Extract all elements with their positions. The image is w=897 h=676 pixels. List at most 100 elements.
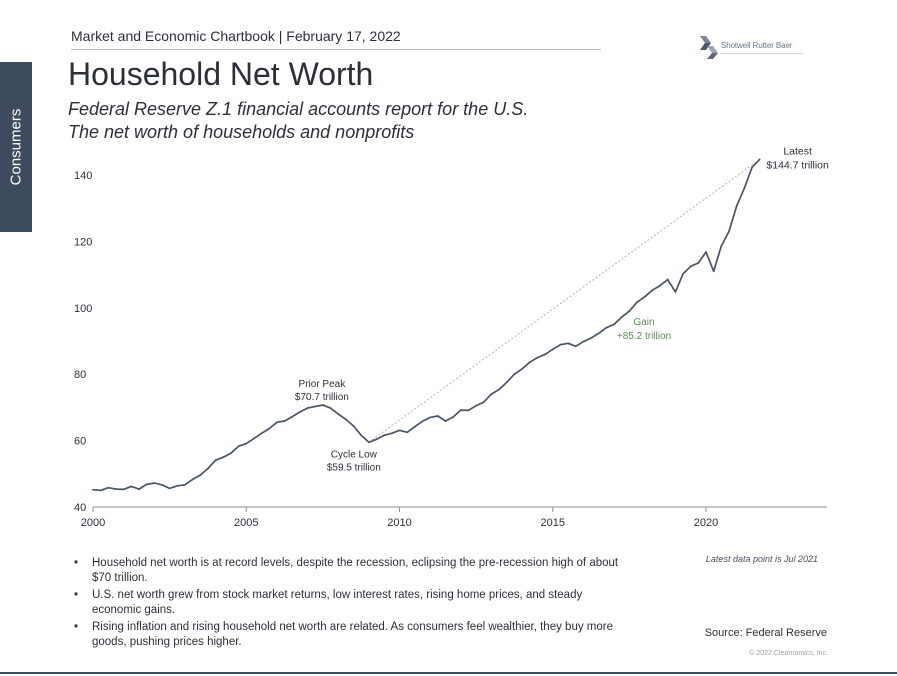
- bottom-divider: [0, 672, 897, 674]
- data-point: [505, 381, 508, 384]
- data-point: [689, 265, 692, 268]
- data-point: [222, 456, 225, 459]
- data-point: [306, 407, 309, 409]
- y-tick-label: 140: [74, 170, 92, 182]
- gain-value: +85.2 trillion: [617, 331, 671, 342]
- copyright-notice: © 2022 Clearnomics, Inc.: [749, 650, 828, 657]
- y-tick-label: 100: [74, 303, 92, 315]
- data-point: [191, 478, 194, 481]
- data-point: [628, 310, 631, 313]
- data-point: [436, 415, 439, 417]
- data-point: [620, 316, 623, 318]
- data-point: [666, 278, 669, 281]
- net-worth-data-points: [92, 158, 761, 492]
- data-point: [697, 262, 700, 264]
- prior-peak-label: Prior Peak: [299, 379, 347, 390]
- takeaway-item: U.S. net worth grew from stock market re…: [72, 588, 632, 618]
- data-point: [291, 415, 294, 418]
- source-credit: Source: Federal Reserve: [704, 627, 827, 639]
- data-point: [145, 483, 148, 486]
- data-point: [375, 438, 378, 441]
- data-point: [682, 273, 684, 275]
- data-point: [498, 388, 501, 391]
- data-point: [360, 434, 363, 437]
- section-side-tab: Consumers: [0, 62, 32, 232]
- data-point: [283, 420, 286, 422]
- data-point: [230, 452, 232, 455]
- logo-mark-icon: [700, 36, 718, 59]
- y-axis-tick-labels: 40 60 80 100 120 140: [74, 170, 92, 514]
- latest-value: $144.7 trillion: [766, 159, 829, 171]
- data-point: [475, 404, 478, 407]
- data-point: [214, 459, 217, 462]
- data-point: [743, 187, 746, 190]
- data-point: [383, 434, 386, 437]
- data-point: [705, 251, 707, 253]
- subtitle-line-1: Federal Reserve Z.1 financial accounts r…: [68, 99, 529, 119]
- data-point: [245, 442, 248, 445]
- data-point: [459, 409, 462, 411]
- data-point: [551, 348, 554, 351]
- key-takeaways-list: Household net worth is at record levels,…: [72, 556, 632, 652]
- takeaway-item: Rising inflation and rising household ne…: [72, 620, 632, 650]
- data-point: [490, 393, 493, 396]
- data-point: [199, 474, 202, 477]
- data-point: [574, 345, 577, 348]
- y-tick-label: 120: [74, 236, 92, 248]
- data-point: [597, 332, 600, 335]
- data-point: [590, 337, 592, 339]
- data-point: [567, 342, 569, 345]
- data-point: [184, 483, 186, 486]
- logo-text: Shotwell Rutter Baer: [721, 41, 793, 50]
- data-point: [643, 295, 646, 298]
- x-tick-label: 2005: [234, 517, 258, 529]
- data-point: [444, 420, 447, 422]
- gain-label: Gain: [633, 317, 654, 328]
- data-point: [107, 486, 110, 489]
- data-point: [329, 407, 332, 409]
- data-point: [253, 437, 255, 440]
- data-point: [659, 284, 661, 287]
- data-point: [138, 488, 140, 490]
- data-point: [207, 467, 209, 470]
- data-point: [452, 416, 455, 418]
- data-point: [674, 290, 677, 293]
- gain-trend-line: [368, 158, 760, 443]
- data-point: [406, 431, 409, 434]
- x-tick-label: 2000: [81, 517, 105, 529]
- page-title: Household Net Worth: [68, 56, 374, 92]
- data-point: [298, 411, 301, 413]
- x-tick-label: 2010: [387, 517, 411, 529]
- cycle-low-label: Cycle Low: [331, 449, 378, 460]
- data-point: [390, 432, 393, 435]
- chartbook-kicker: Market and Economic Chartbook | February…: [71, 28, 401, 44]
- y-tick-label: 80: [74, 369, 86, 381]
- data-point: [237, 445, 240, 448]
- data-point: [367, 441, 370, 444]
- net-worth-series-line: [92, 158, 761, 492]
- data-point: [168, 487, 171, 490]
- data-point: [130, 485, 133, 488]
- data-point: [413, 425, 416, 428]
- data-point: [720, 245, 723, 247]
- data-point: [582, 340, 585, 343]
- data-point: [613, 323, 615, 326]
- data-point: [352, 425, 355, 427]
- data-point: [429, 416, 432, 419]
- subtitle-line-2: The net worth of households and nonprofi…: [68, 122, 415, 142]
- company-logo: Shotwell Rutter Baer: [697, 34, 837, 62]
- y-tick-label: 40: [74, 502, 86, 514]
- x-axis-ticks: 2000 2005 2010 2015 2020: [81, 507, 718, 529]
- data-point: [344, 418, 347, 421]
- data-point: [728, 230, 730, 233]
- data-point: [161, 483, 163, 486]
- y-tick-label: 60: [74, 436, 86, 448]
- data-point: [482, 401, 485, 403]
- data-point: [122, 488, 125, 491]
- data-point: [321, 404, 324, 406]
- x-tick-label: 2020: [694, 517, 718, 529]
- data-point: [467, 409, 470, 412]
- latest-label: Latest: [783, 145, 812, 157]
- data-point: [92, 488, 94, 491]
- data-point: [176, 484, 179, 487]
